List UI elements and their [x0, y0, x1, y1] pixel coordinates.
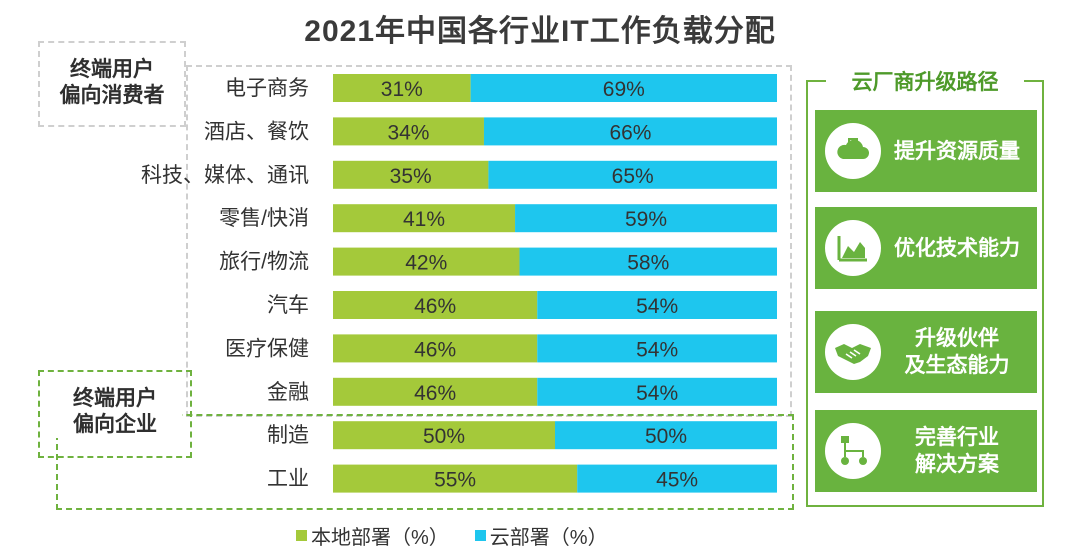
bar-segment-cloud	[515, 204, 777, 233]
category-label: 汽车	[267, 294, 309, 317]
category-label: 科技、媒体、通讯	[141, 164, 309, 187]
legend-label-cloud: 云部署（%）	[489, 527, 608, 549]
bar-segment-onprem	[333, 160, 489, 189]
card-3-line2: 及生态能力	[904, 354, 1010, 377]
data-label-cloud: 54%	[636, 295, 678, 318]
category-label: 零售/快消	[219, 207, 309, 230]
chart-area-icon	[825, 220, 881, 276]
legend: 本地部署（%） 云部署（%）	[296, 521, 608, 550]
data-label-onprem: 46%	[414, 338, 456, 361]
data-label-cloud: 50%	[645, 425, 687, 448]
bar-segment-onprem	[333, 421, 555, 450]
bar-segment-onprem	[333, 117, 484, 146]
bar-segment-onprem	[333, 334, 538, 363]
chart-title: 2021年中国各行业IT工作负载分配	[304, 15, 776, 48]
category-label: 医疗保健	[225, 337, 309, 360]
data-label-cloud: 58%	[627, 252, 669, 275]
card-3-line1: 升级伙伴	[915, 327, 999, 350]
consumer-group-label: 终端用户 偏向消费者	[48, 57, 176, 109]
legend-item-cloud: 云部署（%）	[474, 521, 608, 550]
data-label-cloud: 59%	[625, 208, 667, 231]
category-label: 工业	[267, 468, 309, 491]
data-label-onprem: 46%	[414, 382, 456, 405]
category-label: 酒店、餐饮	[204, 120, 309, 143]
bar-segment-onprem	[333, 291, 538, 319]
bar-segment-cloud	[519, 247, 777, 276]
card-industry-solution: 完善行业 解决方案	[815, 410, 1037, 492]
bar-segment-cloud	[537, 291, 777, 319]
data-label-cloud: 66%	[609, 121, 651, 144]
cloud-resource-icon	[825, 123, 881, 179]
bar-segment-cloud	[555, 421, 777, 450]
data-label-cloud: 54%	[636, 338, 678, 361]
card-tech-capability: 优化技术能力	[815, 207, 1037, 289]
bar-segment-onprem	[333, 464, 578, 493]
bar-segment-cloud	[537, 334, 777, 363]
consumer-label-line1: 终端用户	[70, 58, 154, 81]
category-label: 旅行/物流	[219, 251, 309, 274]
enterprise-label-line2: 偏向企业	[73, 413, 157, 436]
bar-segment-onprem	[333, 247, 520, 276]
enterprise-group-label: 终端用户 偏向企业	[48, 386, 182, 438]
data-label-cloud: 65%	[612, 165, 654, 188]
data-label-onprem: 50%	[423, 425, 465, 448]
card-4-line2: 解决方案	[915, 453, 999, 476]
card-resource-quality: 提升资源质量	[815, 110, 1037, 192]
category-label: 制造	[267, 424, 309, 447]
legend-item-onprem: 本地部署（%）	[296, 521, 449, 550]
data-label-onprem: 46%	[414, 295, 456, 318]
data-label-cloud: 69%	[603, 78, 645, 101]
enterprise-group-box	[38, 370, 192, 458]
bar-segment-cloud	[470, 74, 777, 102]
data-label-onprem: 41%	[403, 208, 445, 231]
bar-segment-onprem	[333, 377, 538, 406]
data-label-cloud: 45%	[656, 469, 698, 492]
data-label-onprem: 55%	[434, 469, 476, 492]
bar-segment-onprem	[333, 204, 516, 233]
legend-swatch-cloud	[474, 530, 486, 541]
card-1-line1: 提升资源质量	[894, 139, 1020, 163]
legend-label-onprem: 本地部署（%）	[311, 527, 449, 549]
consumer-label-line2: 偏向消费者	[59, 84, 165, 107]
category-label: 金融	[267, 381, 309, 404]
bar-segment-cloud	[537, 377, 777, 406]
stacked-bar-chart: 电子商务 31% 69% 酒店、餐饮 34% 66% 科技、媒体、通讯 35% 65% 零售/快消…	[141, 74, 777, 493]
card-2-line1: 优化技术能力	[894, 236, 1020, 260]
card-partner-ecosystem: 升级伙伴 及生态能力	[815, 311, 1037, 393]
data-label-onprem: 31%	[381, 78, 423, 101]
consumer-group-box	[38, 41, 186, 127]
panel-title: 云厂商升级路径	[826, 66, 1024, 96]
data-label-onprem: 42%	[405, 252, 447, 275]
handshake-icon	[825, 324, 881, 380]
enterprise-label-line1: 终端用户	[73, 387, 157, 410]
bar-segment-cloud	[483, 117, 777, 146]
bar-segment-onprem	[333, 74, 471, 102]
data-label-onprem: 34%	[387, 121, 429, 144]
data-label-onprem: 35%	[390, 165, 432, 188]
consumer-range-box	[186, 65, 792, 417]
enterprise-range-box	[56, 414, 794, 510]
flowchart-icon	[825, 423, 881, 479]
bar-segment-cloud	[488, 160, 777, 189]
bar-segment-cloud	[577, 464, 777, 493]
legend-swatch-onprem	[296, 530, 307, 541]
card-4-line1: 完善行业	[915, 426, 999, 449]
category-label: 电子商务	[225, 77, 309, 100]
data-label-cloud: 54%	[636, 382, 678, 405]
